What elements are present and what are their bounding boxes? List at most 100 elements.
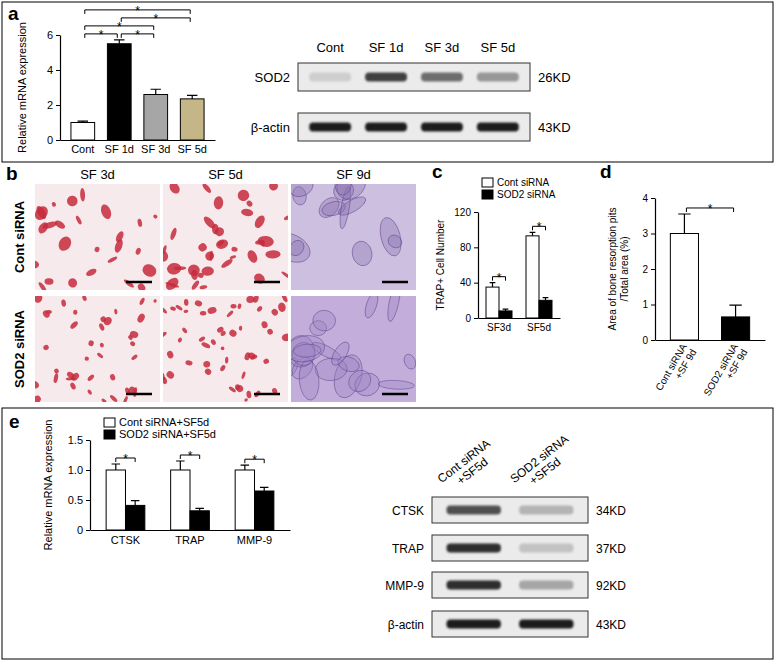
blot-band bbox=[421, 123, 463, 132]
y-axis-title: Relative mRNA expression bbox=[42, 420, 54, 551]
y-tick-label: 0 bbox=[642, 335, 648, 346]
y-tick: 1.0 bbox=[68, 464, 90, 476]
y-tick-label: 2 bbox=[642, 264, 648, 275]
cell bbox=[241, 371, 246, 379]
western-blot: ContSF 1dSF 3dSF 5dSOD226KDβ-actin43KD bbox=[251, 40, 571, 141]
error-bar bbox=[678, 214, 690, 234]
y-tick: 40 bbox=[460, 277, 478, 288]
micrograph bbox=[35, 184, 160, 290]
y-axis: 00.51.01.5 bbox=[68, 434, 91, 536]
x-tick-label: SF 1d bbox=[105, 143, 134, 155]
cell bbox=[226, 310, 234, 318]
cell bbox=[277, 302, 287, 313]
protein-label: SOD2 bbox=[255, 70, 290, 85]
panel-label: c bbox=[432, 161, 443, 182]
pit bbox=[291, 332, 327, 365]
lane-label: SF 5d bbox=[481, 40, 516, 55]
lane-label: SOD2 siRNA+SF5d bbox=[507, 432, 579, 497]
cell bbox=[80, 188, 86, 202]
cell bbox=[122, 396, 128, 402]
protein-label: MMP-9 bbox=[385, 579, 424, 593]
y-tick-mark bbox=[474, 247, 478, 248]
cell bbox=[96, 352, 104, 359]
chart: 00.51.01.5CTSKTRAPMMP-9Relative mRNA exp… bbox=[42, 416, 291, 550]
annotations: *** bbox=[116, 449, 264, 467]
x-tick: SF5d bbox=[527, 318, 551, 333]
cell bbox=[75, 215, 83, 225]
cell bbox=[213, 226, 225, 238]
blot-strip bbox=[432, 572, 588, 598]
y-tick-mark bbox=[651, 269, 655, 270]
cell bbox=[270, 308, 279, 317]
cell bbox=[170, 306, 177, 311]
pit bbox=[378, 380, 415, 391]
blot-band bbox=[309, 123, 351, 132]
annotations: * bbox=[686, 202, 733, 216]
y-axis: 04080120 bbox=[454, 207, 478, 324]
cell bbox=[98, 323, 105, 332]
cell bbox=[174, 266, 186, 270]
cell bbox=[253, 214, 267, 230]
cell bbox=[228, 328, 238, 338]
cell bbox=[245, 200, 253, 208]
y-tick: 0 bbox=[465, 313, 478, 324]
size-label: 92KD bbox=[596, 579, 626, 593]
column-label: SF 3d bbox=[80, 167, 115, 182]
y-tick: 1.5 bbox=[68, 434, 90, 446]
y-axis-line bbox=[90, 441, 91, 531]
cell bbox=[136, 282, 146, 290]
pit bbox=[331, 184, 372, 205]
blot-band bbox=[309, 73, 351, 82]
protein-label: β-actin bbox=[388, 618, 424, 632]
bar bbox=[539, 300, 552, 318]
plot-area bbox=[670, 214, 749, 340]
blot-band bbox=[519, 506, 573, 515]
cell bbox=[167, 184, 181, 196]
x-tick-label: SF 5d bbox=[178, 143, 207, 155]
y-tick-mark bbox=[86, 470, 90, 471]
y-tick-mark bbox=[651, 234, 655, 235]
y-tick: 2 bbox=[642, 264, 655, 275]
blot-band bbox=[421, 73, 463, 82]
micrographs: SF 3dSF 5dSF 9dCont siRNASOD2 siRNA bbox=[12, 163, 418, 405]
cell bbox=[163, 307, 168, 315]
legend: Cont siRNA+SF5dSOD2 siRNA+SF5d bbox=[104, 416, 216, 440]
y-tick-label: 1.5 bbox=[68, 434, 83, 446]
micrograph-background bbox=[163, 296, 288, 402]
y-tick-label: 80 bbox=[460, 242, 472, 253]
cell bbox=[219, 364, 226, 372]
column-label: SF 9d bbox=[336, 167, 371, 182]
cell bbox=[194, 299, 203, 307]
cell bbox=[99, 203, 113, 221]
annotations: ** bbox=[493, 220, 546, 284]
western-blot: Cont siRNA+SF5dSOD2 siRNA+SF5dCTSK34KDTR… bbox=[385, 432, 626, 637]
cell bbox=[114, 230, 125, 243]
cell bbox=[239, 326, 243, 331]
cell bbox=[82, 296, 88, 302]
significance-label: * bbox=[252, 453, 257, 467]
annotations: ***** bbox=[85, 4, 190, 42]
cell bbox=[137, 218, 143, 227]
cell bbox=[185, 360, 193, 366]
bar bbox=[670, 234, 698, 341]
lane-label: SF 1d bbox=[369, 40, 404, 55]
y-tick-label: 6 bbox=[47, 29, 53, 41]
y-axis-title: /Total area (%) bbox=[619, 236, 630, 301]
y-tick: 2 bbox=[47, 99, 60, 111]
y-tick-label: 0 bbox=[47, 134, 53, 146]
cell bbox=[37, 281, 47, 290]
blot-band bbox=[477, 73, 519, 82]
error-bar bbox=[490, 283, 496, 287]
cell bbox=[85, 267, 98, 277]
cell bbox=[35, 394, 42, 402]
scale-bar bbox=[382, 393, 408, 396]
cell bbox=[225, 357, 229, 364]
legend-label: Cont siRNA bbox=[497, 177, 550, 188]
micrograph-background bbox=[163, 184, 288, 290]
legend-label: SOD2 siRNA bbox=[497, 189, 556, 200]
cell bbox=[199, 285, 207, 290]
y-tick: 80 bbox=[460, 242, 478, 253]
cell bbox=[268, 184, 278, 191]
significance-label: * bbox=[135, 4, 140, 18]
error-bar bbox=[195, 508, 204, 510]
